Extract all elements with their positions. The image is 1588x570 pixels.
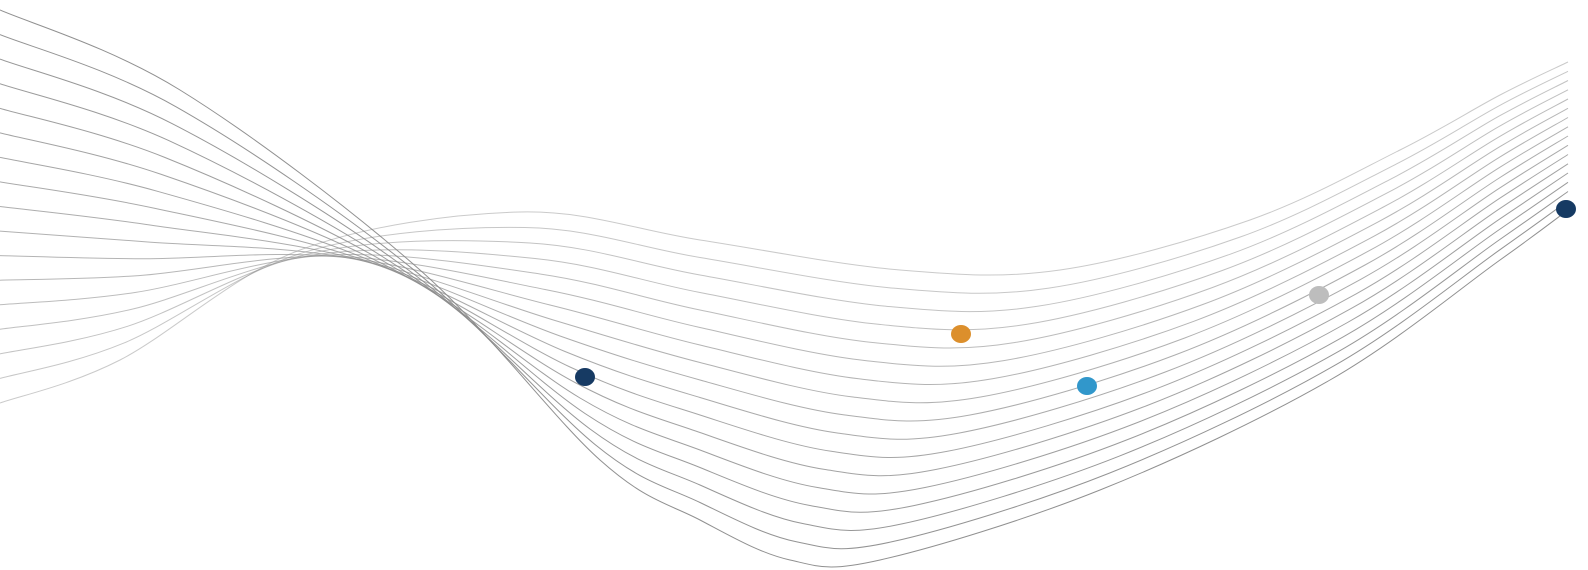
wave-line (0, 58, 1569, 532)
wave-line (0, 107, 1569, 495)
wave-line (0, 117, 1569, 386)
wave-line (0, 135, 1569, 422)
wave-line (0, 98, 1569, 349)
wave-line (0, 132, 1569, 477)
wave-line (0, 89, 1569, 331)
wave-line (0, 34, 1569, 550)
wave-line (0, 83, 1569, 513)
wave-line (0, 107, 1569, 367)
accent-dots (575, 200, 1576, 395)
wave-line (0, 9, 1569, 568)
wave-lines (0, 9, 1569, 568)
wave-line (0, 70, 1569, 379)
gray-dot (1309, 286, 1329, 304)
wave-line (0, 61, 1569, 404)
wave-line (0, 154, 1569, 459)
blue-dot (1077, 377, 1097, 395)
navy-dot-1 (575, 368, 595, 386)
wave-line (0, 80, 1569, 355)
navy-dot-2 (1556, 200, 1576, 218)
orange-dot (951, 325, 971, 343)
wave-line (0, 126, 1569, 404)
wave-line (0, 144, 1569, 440)
